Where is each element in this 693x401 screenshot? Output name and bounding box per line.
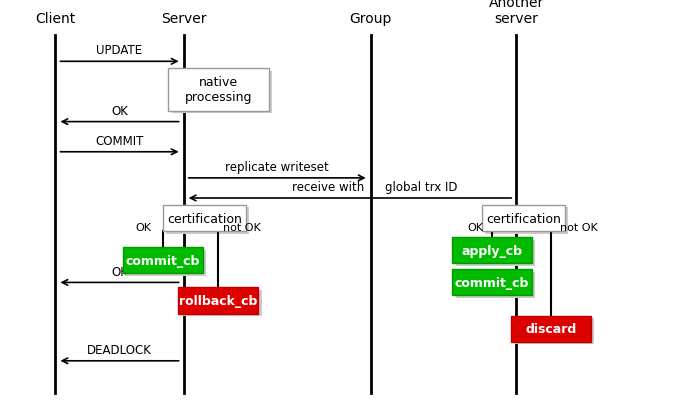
FancyBboxPatch shape	[482, 205, 565, 232]
Text: OK: OK	[135, 223, 151, 233]
Text: commit_cb: commit_cb	[125, 254, 200, 267]
FancyBboxPatch shape	[126, 250, 207, 276]
FancyBboxPatch shape	[168, 69, 268, 111]
Text: Group: Group	[349, 12, 392, 26]
Text: global trx ID: global trx ID	[385, 181, 457, 194]
Text: Client: Client	[35, 12, 76, 26]
FancyBboxPatch shape	[511, 316, 590, 342]
FancyBboxPatch shape	[123, 247, 202, 273]
Text: certification: certification	[167, 212, 242, 225]
Text: OK: OK	[111, 265, 128, 278]
FancyBboxPatch shape	[452, 270, 532, 296]
Text: certification: certification	[486, 212, 561, 225]
Text: OK: OK	[468, 223, 484, 233]
Text: rollback_cb: rollback_cb	[179, 294, 258, 307]
FancyBboxPatch shape	[452, 237, 532, 264]
Text: commit_cb: commit_cb	[455, 276, 529, 289]
FancyBboxPatch shape	[456, 272, 535, 298]
FancyBboxPatch shape	[182, 290, 262, 316]
FancyBboxPatch shape	[514, 318, 595, 344]
FancyBboxPatch shape	[456, 240, 535, 266]
Text: discard: discard	[525, 322, 577, 335]
FancyBboxPatch shape	[166, 208, 249, 234]
Text: replicate writeset: replicate writeset	[225, 161, 329, 174]
Text: native
processing: native processing	[184, 76, 252, 104]
Text: DEADLOCK: DEADLOCK	[87, 343, 152, 356]
Text: OK: OK	[111, 105, 128, 117]
FancyBboxPatch shape	[485, 208, 568, 234]
Text: UPDATE: UPDATE	[96, 45, 143, 57]
FancyBboxPatch shape	[172, 71, 272, 114]
FancyBboxPatch shape	[163, 205, 246, 232]
Text: Another
server: Another server	[489, 0, 544, 26]
Text: not OK: not OK	[560, 223, 597, 233]
FancyBboxPatch shape	[179, 288, 258, 314]
Text: apply_cb: apply_cb	[462, 244, 523, 257]
Text: receive with: receive with	[292, 181, 364, 194]
Text: COMMIT: COMMIT	[96, 135, 143, 148]
Text: Server: Server	[161, 12, 207, 26]
Text: not OK: not OK	[223, 223, 261, 233]
